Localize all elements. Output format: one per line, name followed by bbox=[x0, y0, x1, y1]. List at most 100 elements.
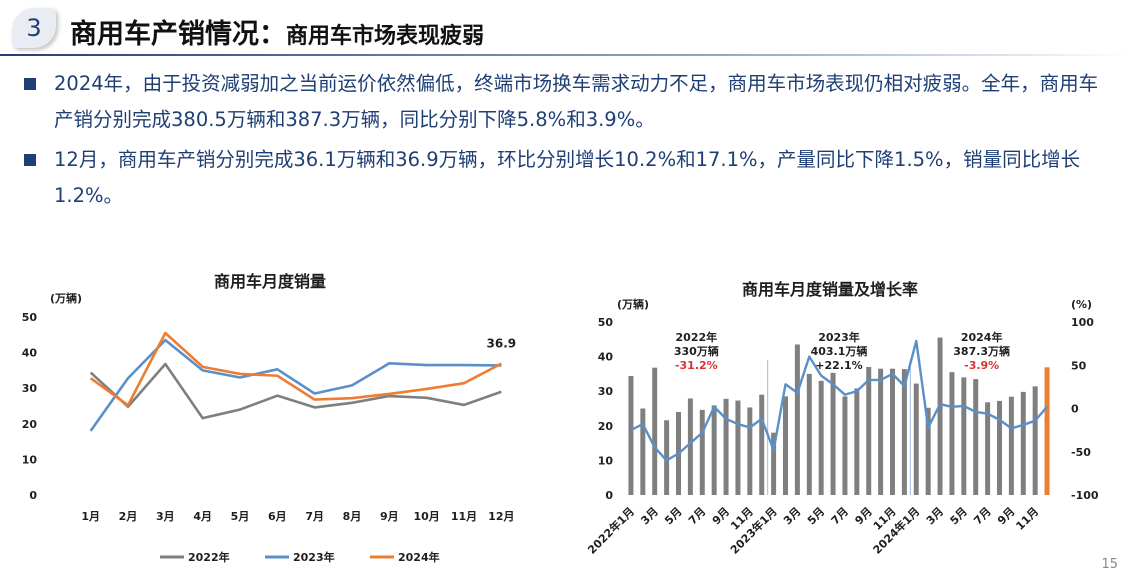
x-tick-label: 7月 bbox=[686, 505, 708, 527]
x-tick-label: 11月 bbox=[451, 510, 477, 523]
bar bbox=[735, 400, 741, 495]
left-tick-label: 40 bbox=[598, 351, 614, 364]
header: 3 商用车产销情况：商用车市场表现疲弱 bbox=[0, 0, 1130, 62]
annotation-total: 403.1万辆 bbox=[811, 344, 868, 358]
bullet-text: 2024年，由于投资减弱加之当前运价依然偏低，终端市场换车需求动力不足，商用车市… bbox=[54, 72, 1099, 131]
bar bbox=[913, 383, 919, 495]
bar bbox=[1032, 386, 1038, 495]
bar bbox=[640, 408, 646, 495]
y-tick-label: 40 bbox=[22, 347, 38, 360]
left-axis-label: (万辆) bbox=[617, 297, 649, 311]
bar bbox=[628, 375, 634, 495]
bar bbox=[961, 377, 967, 495]
series-line-2023年 bbox=[89, 338, 502, 432]
combo-chart-title: 商用车月度销量及增长率 bbox=[741, 280, 918, 299]
x-tick-label: 5月 bbox=[662, 505, 684, 527]
bar bbox=[771, 432, 777, 495]
left-tick-label: 20 bbox=[598, 420, 614, 433]
section-number-badge: 3 bbox=[12, 8, 56, 48]
x-tick-label: 3月 bbox=[156, 510, 175, 523]
right-axis-label: (%) bbox=[1071, 298, 1092, 311]
bullet-square-icon bbox=[24, 154, 36, 166]
line-chart-title: 商用车月度销量 bbox=[213, 272, 326, 291]
bar bbox=[878, 368, 884, 495]
right-tick-label: -50 bbox=[1071, 446, 1091, 459]
x-tick-label: 4月 bbox=[193, 510, 212, 523]
bullet-item: 12月，商用车产销分别完成36.1万辆和36.9万辆，环比分别增长10.2%和1… bbox=[24, 142, 1114, 214]
left-tick-label: 50 bbox=[598, 316, 614, 329]
x-tick-label: 9月 bbox=[380, 510, 399, 523]
bar bbox=[901, 369, 907, 495]
annotation-rate: -3.9% bbox=[964, 359, 999, 372]
x-tick-label: 1月 bbox=[81, 510, 100, 523]
bar bbox=[830, 372, 836, 495]
combo-chart: (万辆) (%) 0 10 20 30 40 50 -100 -50 0 50 100 2022年330万… bbox=[585, 297, 1099, 557]
bar bbox=[1008, 396, 1014, 495]
bar bbox=[794, 344, 800, 495]
left-tick-label: 30 bbox=[598, 385, 614, 398]
bullet-text: 12月，商用车产销分别完成36.1万辆和36.9万辆，环比分别增长10.2%和1… bbox=[54, 148, 1081, 207]
bar bbox=[842, 396, 848, 495]
annotation-year: 2024年 bbox=[961, 330, 1003, 344]
left-tick-label: 10 bbox=[598, 454, 614, 467]
bar bbox=[806, 373, 812, 495]
legend-label: 2024年 bbox=[398, 550, 440, 564]
y-tick-label: 50 bbox=[22, 311, 38, 324]
x-tick-label: 10月 bbox=[414, 510, 440, 523]
x-tick-label: 8月 bbox=[343, 510, 362, 523]
page-title: 商用车产销情况：商用车市场表现疲弱 bbox=[70, 12, 484, 51]
x-tick-label: 7月 bbox=[829, 505, 851, 527]
bar bbox=[1044, 367, 1050, 495]
x-tick-label: 2月 bbox=[119, 510, 138, 523]
x-tick-label: 5月 bbox=[805, 505, 827, 527]
bar bbox=[890, 368, 895, 495]
right-tick-label: 0 bbox=[1071, 403, 1079, 416]
bar bbox=[973, 379, 979, 495]
y-axis-label: (万辆) bbox=[50, 291, 82, 305]
right-tick-label: 100 bbox=[1071, 316, 1094, 329]
title-sub: 商用车市场表现疲弱 bbox=[286, 24, 485, 49]
x-tick-label: 3月 bbox=[924, 505, 946, 527]
bar bbox=[783, 396, 788, 495]
bar bbox=[925, 407, 931, 495]
line-chart: (万辆) 0 10 20 30 40 50 1月 2月 3月 4月 5月 6月 7月 8月 9月 10月 11月 1… bbox=[22, 291, 517, 564]
x-tick-label: 12月 bbox=[488, 510, 514, 523]
bar bbox=[747, 407, 753, 495]
bar bbox=[937, 337, 943, 495]
section-number: 3 bbox=[26, 14, 42, 42]
x-tick-label: 7月 bbox=[971, 505, 993, 527]
bar bbox=[723, 398, 729, 495]
title-main: 商用车产销情况： bbox=[70, 19, 286, 50]
left-tick-label: 0 bbox=[605, 489, 613, 502]
legend-label: 2022年 bbox=[188, 550, 230, 564]
annotation-rate: +22.1% bbox=[815, 359, 862, 372]
bar bbox=[818, 380, 824, 495]
header-divider bbox=[0, 54, 1130, 56]
page-number: 15 bbox=[1101, 557, 1118, 572]
bar bbox=[759, 394, 765, 495]
x-tick-label: 5月 bbox=[948, 505, 970, 527]
annotation-year: 2022年 bbox=[676, 330, 718, 344]
annotation-year: 2023年 bbox=[818, 330, 860, 344]
bar bbox=[711, 405, 717, 495]
bar bbox=[664, 420, 670, 495]
y-tick-label: 30 bbox=[22, 382, 38, 395]
bar bbox=[699, 409, 705, 495]
series-line-2024年 bbox=[89, 331, 502, 407]
x-tick-label: 5月 bbox=[231, 510, 250, 523]
annotation-rate: -31.2% bbox=[675, 359, 718, 372]
annotation-total: 330万辆 bbox=[674, 344, 719, 358]
bar bbox=[985, 402, 991, 495]
bar bbox=[949, 372, 955, 495]
legend-label: 2023年 bbox=[293, 550, 335, 564]
x-tick-label: 7月 bbox=[305, 510, 324, 523]
y-tick-label: 10 bbox=[22, 453, 38, 466]
bullet-square-icon bbox=[24, 78, 36, 90]
bar bbox=[866, 366, 872, 495]
bullet-item: 2024年，由于投资减弱加之当前运价依然偏低，终端市场换车需求动力不足，商用车市… bbox=[24, 66, 1114, 138]
x-tick-label: 2022年1月 bbox=[585, 504, 638, 557]
data-label: 36.9 bbox=[487, 337, 517, 351]
right-tick-label: -100 bbox=[1071, 489, 1099, 502]
y-tick-label: 20 bbox=[22, 418, 38, 431]
bar bbox=[652, 367, 658, 495]
